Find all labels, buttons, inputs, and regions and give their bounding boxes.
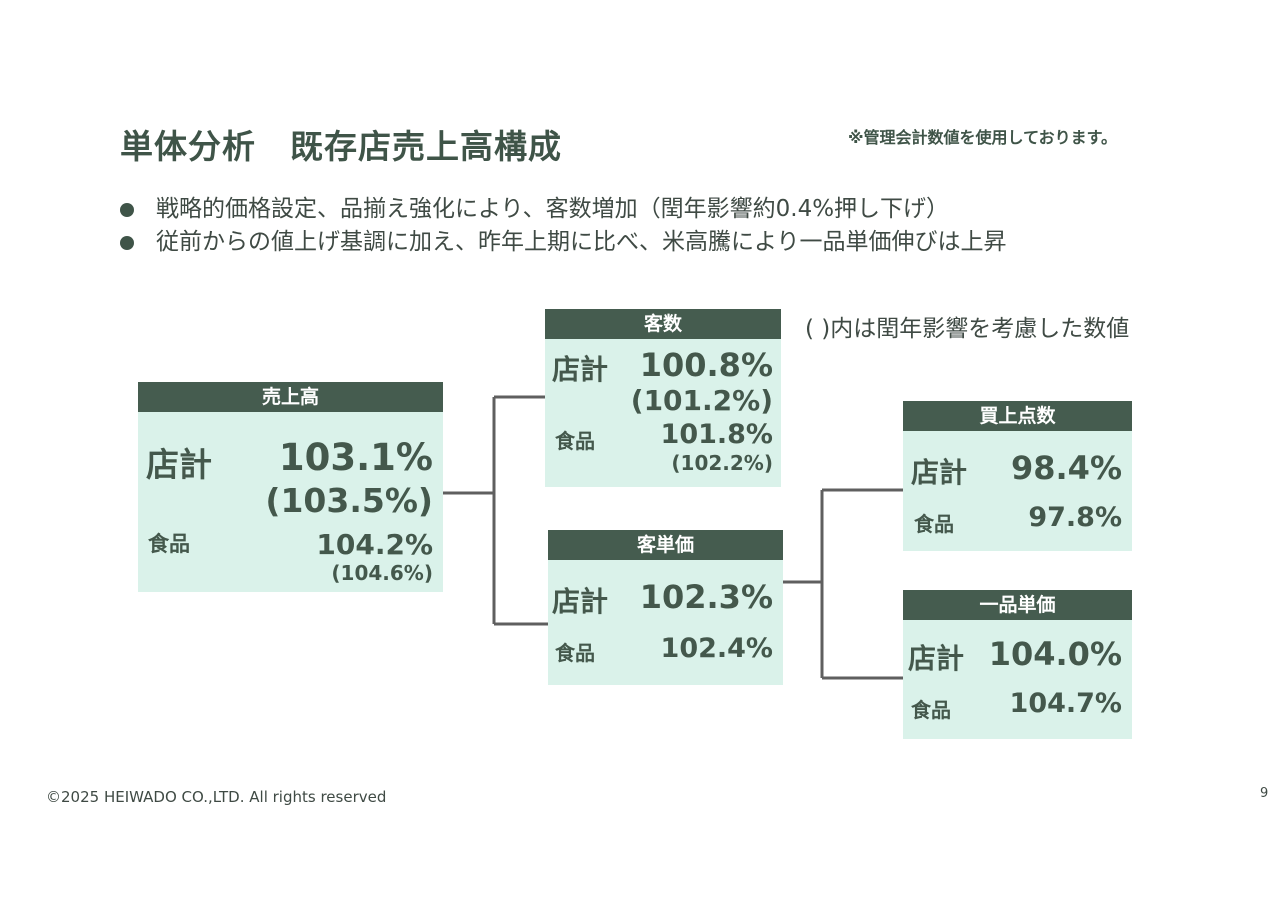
bullet-text: 従前からの値上げ基調に加え、昨年上期に比べ、米高騰により一品単価伸びは上昇 (156, 229, 1007, 255)
items-box: 買上点数 店計 98.4% 食品 97.8% (903, 401, 1132, 551)
sales-store-label: 店計 (146, 445, 212, 484)
spend-box: 客単価 店計 102.3% 食品 102.4% (548, 530, 783, 685)
customers-food-adjusted: (102.2%) (671, 451, 773, 475)
spend-food-value: 102.4% (660, 633, 773, 664)
spend-food-label: 食品 (555, 641, 595, 665)
bullet-list: 戦略的価格設定、品揃え強化により、客数増加（閏年影響約0.4%押し下げ） 従前か… (120, 193, 1007, 259)
customers-store-label: 店計 (552, 353, 609, 386)
copyright-footer: ©2025 HEIWADO CO.,LTD. All rights reserv… (46, 788, 387, 806)
accounting-note: ※管理会計数値を使用しております。 (848, 128, 1117, 147)
unit-price-store-value: 104.0% (988, 635, 1122, 673)
connector-sales (443, 395, 548, 626)
customers-store-value: 100.8% (639, 346, 773, 384)
bullet-dot-icon (120, 235, 134, 250)
bullet-item: 従前からの値上げ基調に加え、昨年上期に比べ、米高騰により一品単価伸びは上昇 (120, 226, 1007, 259)
bullet-dot-icon (120, 202, 134, 217)
customers-food-label: 食品 (555, 429, 595, 453)
spend-store-label: 店計 (552, 585, 609, 618)
connector-spend (783, 488, 903, 680)
parenthesis-note: ( )内は閏年影響を考慮した数値 (805, 316, 1130, 342)
sales-store-value: 103.1% (278, 436, 433, 479)
items-food-value: 97.8% (1028, 502, 1122, 533)
customers-store-adjusted: (101.2%) (630, 384, 773, 417)
items-header: 買上点数 (903, 401, 1132, 431)
items-food-label: 食品 (914, 512, 954, 536)
bullet-text: 戦略的価格設定、品揃え強化により、客数増加（閏年影響約0.4%押し下げ） (156, 196, 950, 222)
unit-price-food-value: 104.7% (1009, 688, 1122, 719)
sales-food-adjusted: (104.6%) (331, 561, 433, 585)
spend-header: 客単価 (548, 530, 783, 560)
sales-box: 売上高 店計 103.1% (103.5%) 食品 104.2% (104.6%… (138, 382, 443, 592)
items-store-label: 店計 (911, 456, 968, 489)
unit-price-box: 一品単価 店計 104.0% 食品 104.7% (903, 590, 1132, 739)
bullet-item: 戦略的価格設定、品揃え強化により、客数増加（閏年影響約0.4%押し下げ） (120, 193, 1007, 226)
sales-food-value: 104.2% (316, 528, 433, 561)
customers-food-value: 101.8% (660, 419, 773, 450)
unit-price-food-label: 食品 (911, 698, 951, 722)
spend-store-value: 102.3% (639, 578, 773, 616)
unit-price-store-label: 店計 (908, 642, 965, 675)
customers-box: 客数 店計 100.8% (101.2%) 食品 101.8% (102.2%) (545, 309, 781, 487)
unit-price-header: 一品単価 (903, 590, 1132, 620)
page-title: 単体分析 既存店売上高構成 (120, 127, 562, 166)
customers-header: 客数 (545, 309, 781, 339)
sales-store-adjusted: (103.5%) (265, 481, 433, 520)
sales-food-label: 食品 (148, 532, 190, 556)
sales-header: 売上高 (138, 382, 443, 412)
page-number: 9 (1260, 786, 1269, 801)
items-store-value: 98.4% (1010, 449, 1122, 487)
